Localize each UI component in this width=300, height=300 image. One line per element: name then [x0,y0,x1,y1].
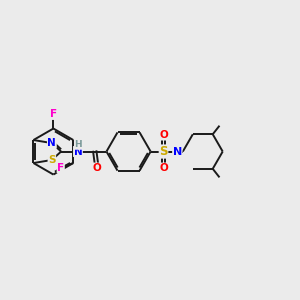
Text: S: S [48,155,56,165]
Text: O: O [92,163,101,173]
Text: H: H [74,140,82,149]
Text: O: O [159,163,168,173]
Text: N: N [47,138,56,148]
Text: N: N [173,146,182,157]
Text: F: F [50,110,57,119]
Text: O: O [159,130,168,140]
Text: N: N [74,146,82,157]
Text: S: S [159,145,168,158]
Text: F: F [57,163,64,173]
